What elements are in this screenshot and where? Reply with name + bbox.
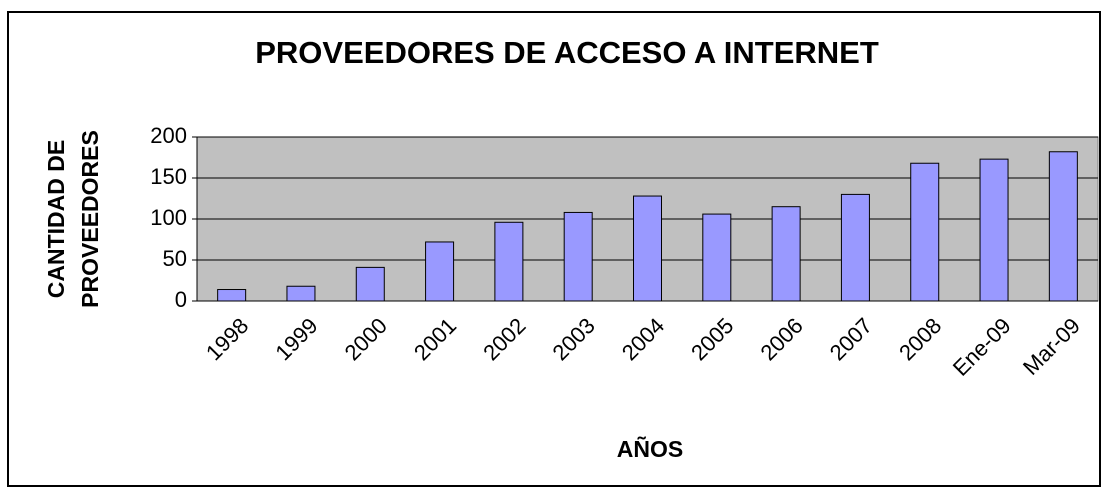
y-tick-label: 200 — [150, 123, 187, 148]
x-axis-label: AÑOS — [617, 435, 683, 462]
y-tick-label: 50 — [163, 246, 187, 271]
bar — [979, 158, 1009, 302]
bar — [425, 241, 455, 302]
bar — [702, 213, 732, 302]
y-axis-label: PROVEEDORES — [77, 130, 103, 308]
chart-title: PROVEEDORES DE ACCESO A INTERNET — [255, 35, 879, 70]
bar — [633, 195, 662, 302]
bar — [771, 206, 801, 302]
y-axis-label: CANTIDAD DE — [43, 140, 69, 298]
y-tick-label: 150 — [150, 164, 187, 189]
bar — [286, 285, 316, 302]
bar — [355, 266, 385, 302]
bar — [1048, 151, 1078, 302]
bar — [840, 193, 870, 302]
bar — [910, 162, 940, 302]
y-tick-label: 100 — [150, 205, 187, 230]
bar — [563, 211, 593, 302]
bar — [217, 289, 247, 302]
bar — [494, 221, 524, 302]
y-tick-label: 0 — [175, 287, 187, 312]
